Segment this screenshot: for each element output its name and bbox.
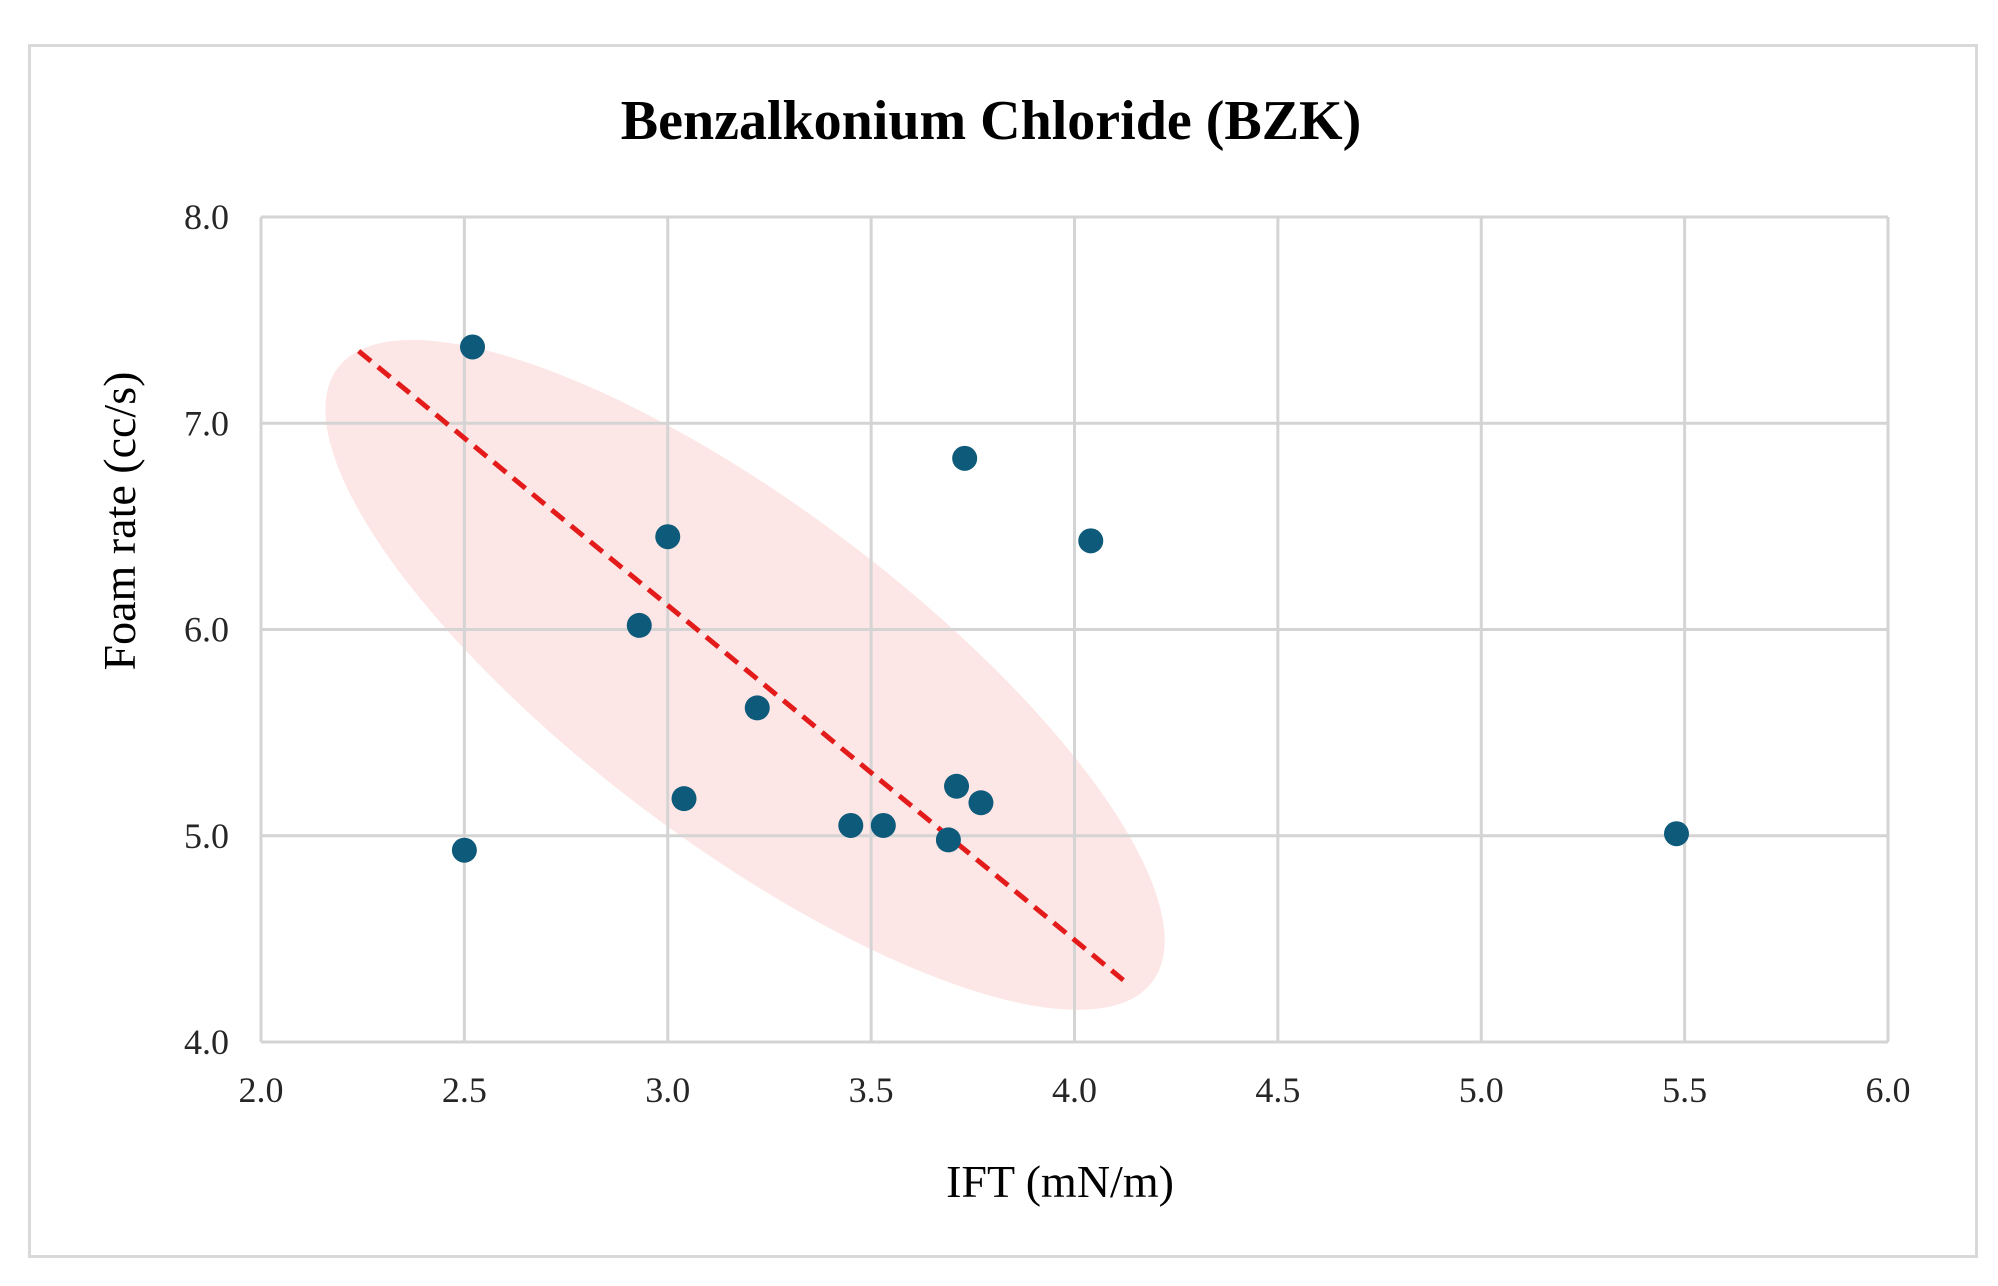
- trendline: [357, 349, 1125, 983]
- data-point-9: [944, 773, 970, 799]
- data-point-8: [935, 827, 961, 853]
- chart-svg: Benzalkonium Chloride (BZK) 2.0 2.5 3.0 3.5…: [94, 90, 1911, 1207]
- x-axis-label: IFT (mN/m): [946, 1156, 1174, 1207]
- chart-frame: Benzalkonium Chloride (BZK) 2.0 2.5 3.0 3.5…: [28, 44, 1978, 1258]
- x-tick-label-3: 3.5: [849, 1070, 894, 1110]
- data-point-5: [744, 695, 770, 721]
- x-tick-label-5: 4.5: [1255, 1070, 1300, 1110]
- x-tick-label-7: 5.5: [1662, 1070, 1707, 1110]
- data-point-6: [838, 812, 864, 838]
- y-tick-label-4: 8.0: [184, 197, 229, 237]
- grid: [259, 215, 1890, 1044]
- y-tick-label-3: 7.0: [184, 403, 229, 443]
- data-point-13: [1663, 821, 1689, 847]
- x-tick-label-8: 6.0: [1866, 1070, 1911, 1110]
- x-tick-label-0: 2.0: [239, 1070, 284, 1110]
- data-point-12: [1078, 528, 1104, 554]
- data-point-4: [671, 786, 697, 812]
- y-tick-label-1: 5.0: [184, 816, 229, 856]
- y-tick-label-2: 6.0: [184, 610, 229, 650]
- y-tick-labels: 4.0 5.0 6.0 7.0 8.0: [184, 197, 229, 1062]
- y-axis-label: Foam rate (cc/s): [94, 372, 145, 671]
- data-points: [451, 334, 1689, 863]
- x-tick-label-4: 4.0: [1052, 1070, 1097, 1110]
- x-tick-labels: 2.0 2.5 3.0 3.5 4.0 4.5 5.0 5.5 6.0: [239, 1070, 1911, 1110]
- highlight-ellipse: [325, 339, 1165, 1010]
- trendline-layer: [357, 349, 1125, 983]
- x-tick-label-1: 2.5: [442, 1070, 487, 1110]
- data-point-1: [451, 837, 477, 863]
- data-point-7: [870, 812, 896, 838]
- data-point-10: [952, 445, 978, 471]
- y-tick-label-0: 4.0: [184, 1022, 229, 1062]
- x-tick-label-2: 3.0: [645, 1070, 690, 1110]
- highlight-ellipse-layer: [325, 339, 1165, 1010]
- data-point-3: [655, 524, 681, 550]
- data-point-11: [968, 790, 994, 816]
- chart-title: Benzalkonium Chloride (BZK): [621, 90, 1362, 152]
- x-tick-label-6: 5.0: [1459, 1070, 1504, 1110]
- data-point-2: [626, 612, 652, 638]
- data-point-0: [460, 334, 486, 360]
